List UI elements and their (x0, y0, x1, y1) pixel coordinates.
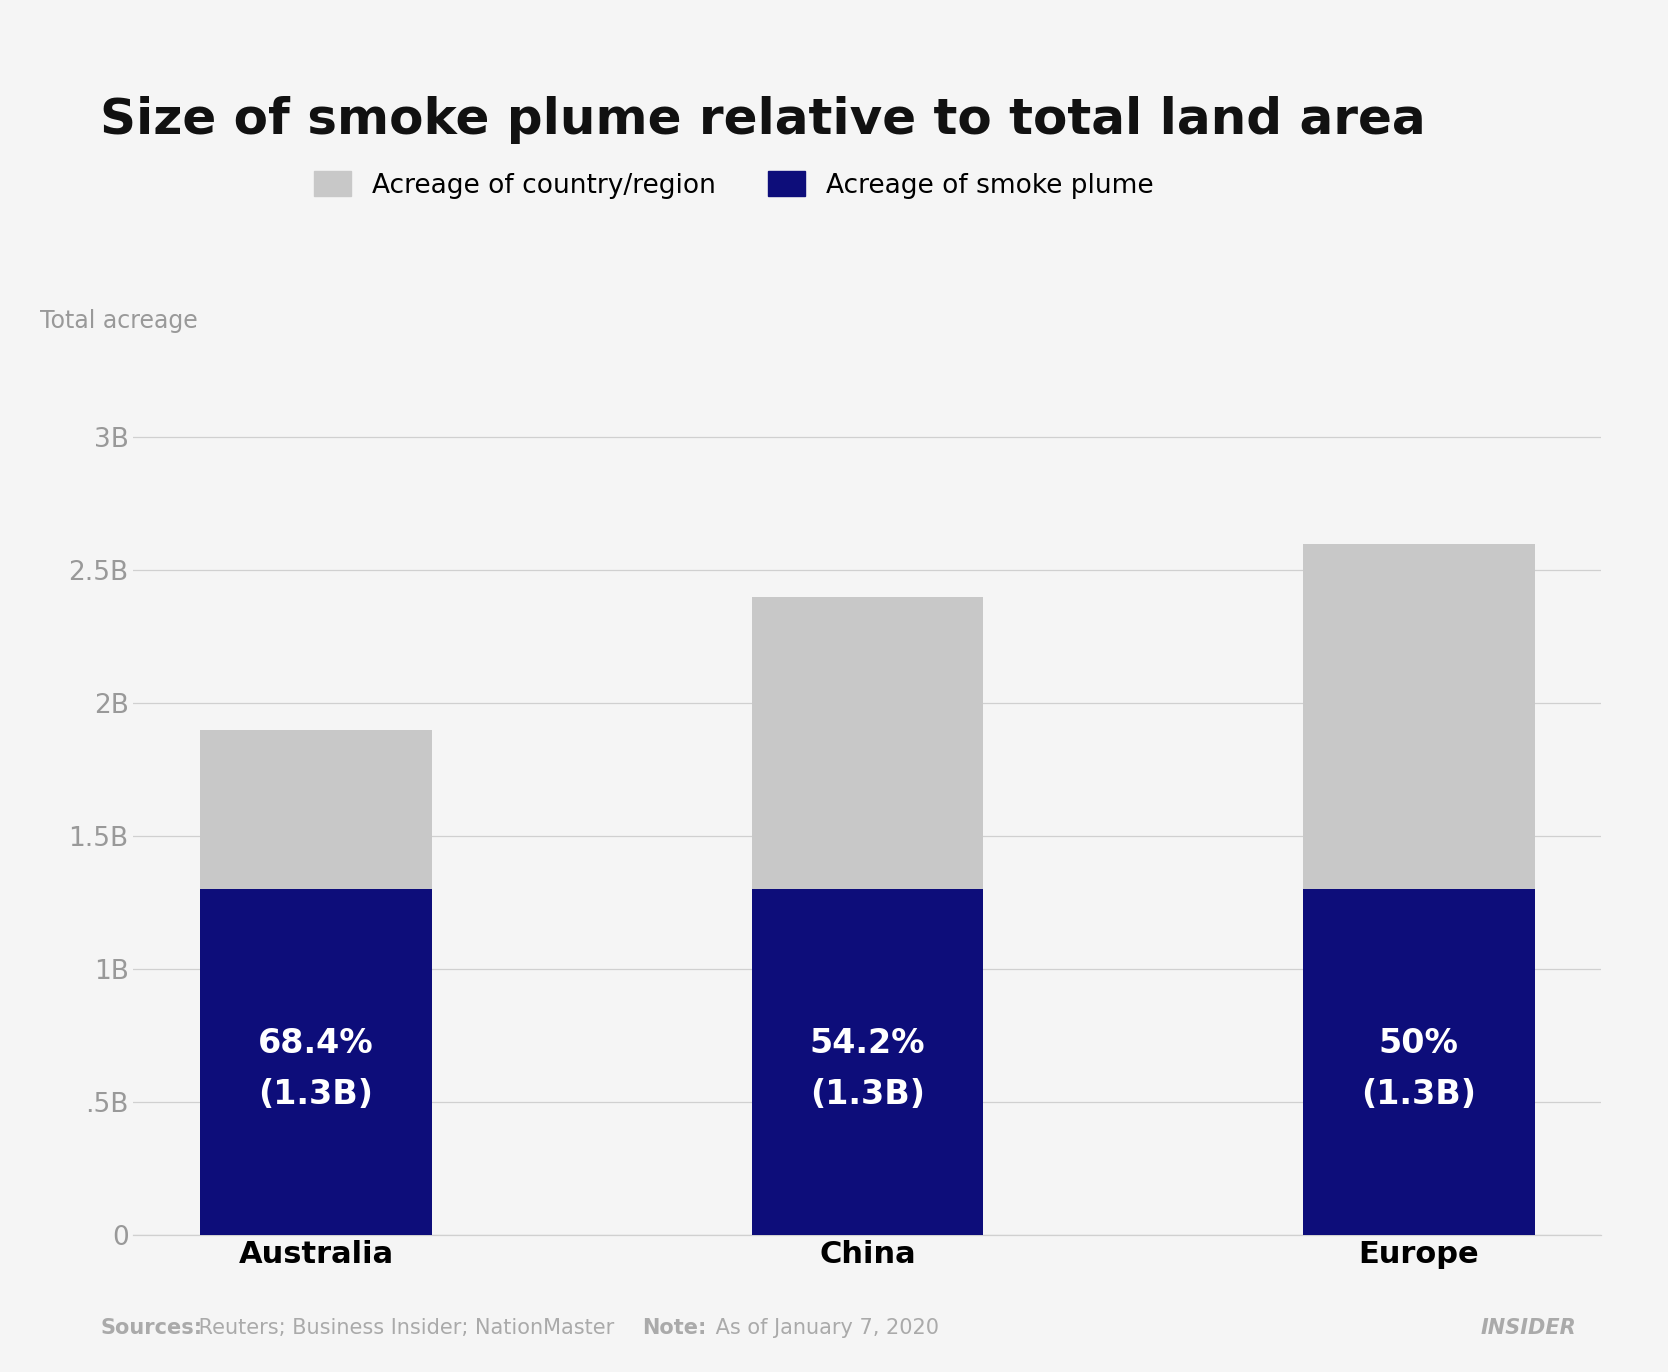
Text: Note:: Note: (642, 1317, 707, 1338)
Text: Sources:: Sources: (100, 1317, 202, 1338)
Bar (200, 889, 432, 1235)
Bar (752, 597, 982, 1235)
Legend: Acreage of country/region, Acreage of smoke plume: Acreage of country/region, Acreage of sm… (314, 172, 1154, 199)
Text: As of January 7, 2020: As of January 7, 2020 (709, 1317, 939, 1338)
Text: 54.2%
(1.3B): 54.2% (1.3B) (809, 1026, 926, 1111)
Text: 50%
(1.3B): 50% (1.3B) (1361, 1026, 1476, 1111)
Bar (752, 889, 982, 1235)
Text: Size of smoke plume relative to total land area: Size of smoke plume relative to total la… (100, 96, 1426, 144)
Text: INSIDER: INSIDER (1481, 1317, 1576, 1338)
Bar (200, 730, 432, 1235)
Bar (1303, 889, 1535, 1235)
Text: Total acreage: Total acreage (40, 309, 198, 333)
Bar (1303, 543, 1535, 1235)
Text: Reuters; Business Insider; NationMaster: Reuters; Business Insider; NationMaster (192, 1317, 614, 1338)
Text: 68.4%
(1.3B): 68.4% (1.3B) (259, 1026, 374, 1111)
